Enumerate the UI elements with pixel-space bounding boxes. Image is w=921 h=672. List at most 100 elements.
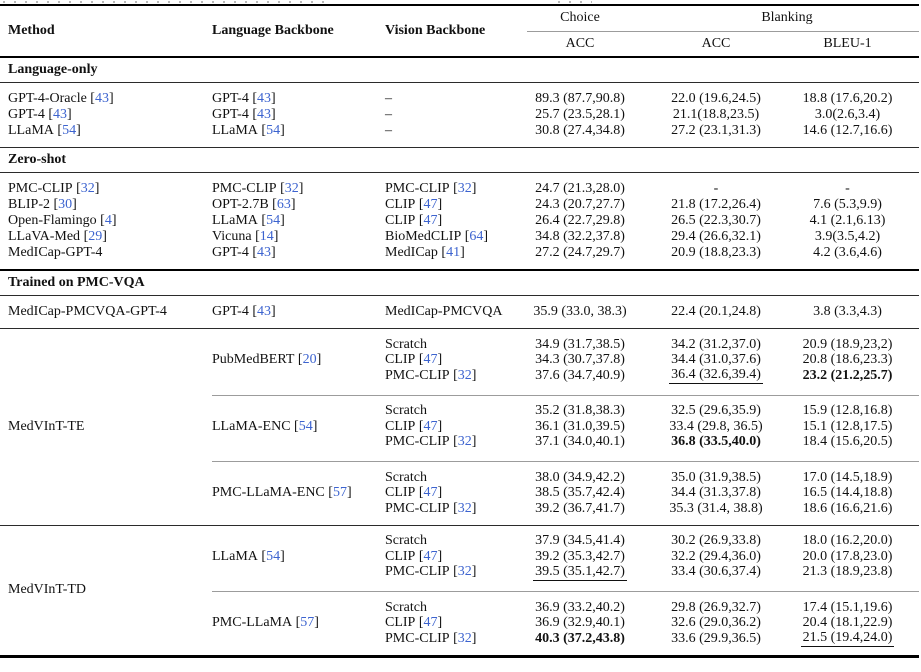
- method-block: MedVInT-TE PubMedBERT [20] Scratch 34.9 (31…: [0, 337, 919, 517]
- table-row: Scratch 34.9 (31.7,38.5) 34.2 (31.2,37.0) 2…: [385, 337, 919, 353]
- metric-text: 20.8 (18.6,23.3): [802, 352, 893, 368]
- citation-link[interactable]: 32: [457, 500, 472, 516]
- citation-link[interactable]: 43: [94, 91, 109, 106]
- citation-link[interactable]: 47: [423, 196, 438, 212]
- citation-link[interactable]: 57: [300, 615, 315, 631]
- citation-link[interactable]: 32: [457, 434, 472, 450]
- header-method: Method: [8, 23, 55, 38]
- table-row: MedICap-PMCVQA 35.9 (33.0, 38.3) 22.4 (20.…: [385, 304, 919, 320]
- citation-link[interactable]: 43: [257, 107, 271, 122]
- vision-backbone-cell: PMC-CLIP [32]: [385, 434, 477, 450]
- language-backbone-cell: Vicuna [14]: [212, 229, 279, 244]
- header-vision-backbone: Vision Backbone: [385, 23, 486, 38]
- metric-text: 18.6 (16.6,21.6): [802, 500, 893, 516]
- citation-link[interactable]: 47: [423, 615, 438, 631]
- blanking-acc-value: 36.8 (33.5,40.0): [655, 434, 777, 450]
- citation-link[interactable]: 43: [257, 304, 271, 319]
- table-row: Scratch 36.9 (33.2,40.2) 29.8 (26.9,32.7) 1…: [385, 600, 919, 616]
- citation-link[interactable]: 54: [266, 123, 281, 138]
- method-cell: LLaVA-Med [29]: [8, 229, 107, 244]
- blanking-acc-value: 32.6 (29.0,36.2): [655, 615, 777, 631]
- backbone-group: GPT-4 [43] MedICap-PMCVQA 35.9 (33.0, 38.3…: [212, 304, 919, 320]
- metric-text: 29.8 (26.9,32.7): [671, 599, 761, 615]
- header-metrics-group: Choice Blanking ACC ACC BLEU-1: [505, 6, 919, 56]
- metric-text: 33.4 (29.8, 36.5): [669, 418, 763, 434]
- citation-link[interactable]: 32: [457, 564, 472, 580]
- group-rows: CLIP [47] 26.4 (22.7,29.8) 26.5 (22.3,30.7…: [385, 213, 919, 229]
- citation-link[interactable]: 41: [446, 244, 461, 260]
- metric-text: 39.5 (35.1,42.7): [533, 563, 627, 581]
- table-row: – 30.8 (27.4,34.8) 27.2 (23.1,31.3) 14.6 (1…: [385, 123, 919, 139]
- vision-backbone-cell: CLIP [47]: [385, 418, 443, 434]
- metric-text: 18.0 (16.2,20.0): [802, 533, 893, 549]
- metric-text: 18.4 (15.6,20.5): [802, 434, 893, 450]
- table-row: PMC-CLIP [32] 39.5 (35.1,42.7) 33.4 (30.6,…: [385, 564, 919, 581]
- metric-text: 26.4 (22.7,29.8): [535, 212, 625, 228]
- metric-text: 18.8 (17.6,20.2): [802, 90, 893, 106]
- method-block: LLaVA-Med [29] Vicuna [14] BioMedCLIP [64]…: [0, 229, 919, 245]
- table-row: BioMedCLIP [64] 34.8 (32.2,37.8) 29.4 (26.…: [385, 229, 919, 245]
- citation-link[interactable]: 47: [423, 485, 438, 501]
- citation-link[interactable]: 47: [423, 352, 438, 368]
- backbone-groups: GPT-4 [43] MedICap [41] 27.2 (24.7,29.7) 20…: [212, 245, 919, 261]
- citation-link[interactable]: 20: [302, 352, 317, 368]
- citation-link[interactable]: 54: [62, 123, 77, 138]
- choice-acc-value: 39.5 (35.1,42.7): [505, 564, 655, 581]
- metric-text: 21.1(18.8,23.5): [672, 106, 760, 122]
- table-bottomrule: [0, 654, 919, 658]
- vision-backbone-cell: –: [385, 90, 392, 106]
- method-cell: LLaMA [54]: [8, 123, 81, 138]
- method-block: Open-Flamingo [4] LLaMA [54] CLIP [47] 26.4…: [0, 213, 919, 229]
- language-backbone-cell: GPT-4 [43]: [212, 245, 276, 260]
- method-block: BLIP-2 [30] OPT-2.7B [63] CLIP [47] 24.3 (2…: [0, 197, 919, 213]
- citation-link[interactable]: 30: [58, 197, 73, 212]
- blanking-acc-value: 21.1(18.8,23.5): [655, 107, 777, 123]
- vision-backbone-cell: –: [385, 122, 392, 138]
- metric-text: 38.5 (35.7,42.4): [535, 485, 625, 501]
- metric-text: 20.9 (18.9,23,2): [802, 336, 893, 352]
- group-rows: – 25.7 (23.5,28.1) 21.1(18.8,23.5) 3.0(2.6,…: [385, 107, 919, 123]
- metric-text: 15.1 (12.8,17.5): [802, 418, 893, 434]
- metric-text: 22.0 (19.6,24.5): [671, 90, 761, 106]
- choice-acc-value: 40.3 (37.2,43.8): [505, 631, 655, 647]
- citation-link[interactable]: 47: [423, 212, 438, 228]
- vision-backbone-cell: PMC-CLIP [32]: [385, 564, 477, 580]
- citation-link[interactable]: 32: [457, 367, 472, 383]
- citation-link[interactable]: 63: [276, 197, 291, 212]
- blanking-acc-value: 33.6 (29.9,36.5): [655, 631, 777, 647]
- citation-link[interactable]: 32: [457, 630, 472, 646]
- bleu1-value: 20.0 (17.8,23.0): [777, 549, 918, 565]
- citation-link[interactable]: 64: [469, 228, 484, 244]
- citation-link[interactable]: 54: [266, 213, 281, 228]
- language-backbone-cell: GPT-4 [43]: [212, 91, 276, 106]
- table-row: CLIP [47] 34.3 (30.7,37.8) 34.4 (31.0,37.6…: [385, 352, 919, 369]
- citation-link[interactable]: 47: [423, 548, 438, 564]
- header-cmidrule: [527, 30, 919, 32]
- citation-link[interactable]: 43: [53, 107, 67, 122]
- citation-link[interactable]: 47: [423, 418, 438, 434]
- section-title-rule: [0, 172, 919, 173]
- citation-link[interactable]: 57: [332, 485, 347, 501]
- section-title: Trained on PMC-VQA: [8, 275, 145, 290]
- citation-link[interactable]: 54: [266, 548, 281, 564]
- segment-divider: [0, 328, 919, 329]
- citation-link[interactable]: 32: [457, 180, 472, 196]
- metric-text: 3.9(3.5,4.2): [814, 228, 881, 244]
- metric-text: 17.4 (15.1,19.6): [802, 599, 893, 615]
- citation-link[interactable]: 32: [80, 181, 95, 196]
- citation-link[interactable]: 14: [259, 229, 274, 244]
- citation-link[interactable]: 43: [257, 91, 271, 106]
- citation-link[interactable]: 43: [257, 245, 271, 260]
- blanking-acc-value: 34.4 (31.3,37.8): [655, 485, 777, 501]
- bleu1-value: 14.6 (12.7,16.6): [777, 123, 918, 139]
- vision-backbone-cell: Scratch: [385, 599, 427, 615]
- citation-link[interactable]: 54: [298, 418, 313, 434]
- citation-link[interactable]: 29: [88, 229, 103, 244]
- group-rows: Scratch 37.9 (34.5,41.4) 30.2 (26.9,33.8) 1…: [385, 533, 919, 581]
- citation-link[interactable]: 32: [284, 181, 299, 196]
- citation-link[interactable]: 4: [104, 213, 112, 228]
- metric-text: 20.9 (18.8,23.3): [671, 244, 761, 260]
- bleu1-value: 7.6 (5.3,9.9): [777, 197, 918, 213]
- language-backbone-cell: GPT-4 [43]: [212, 304, 276, 319]
